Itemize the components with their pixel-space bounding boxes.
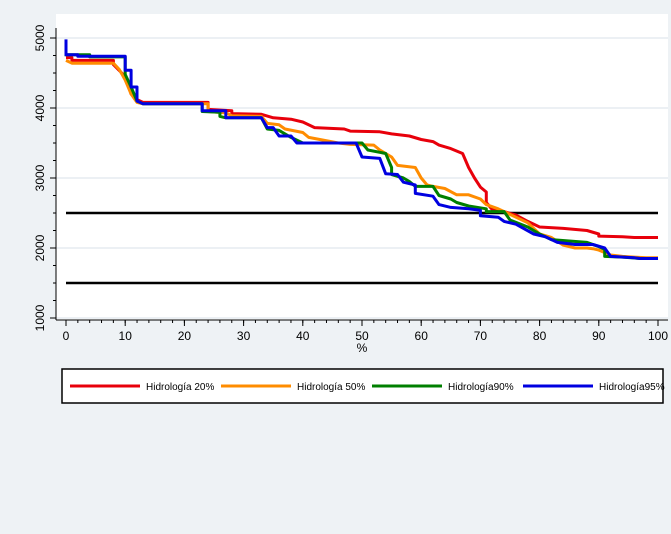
grid-lines bbox=[56, 37, 668, 319]
series-line bbox=[64, 39, 658, 260]
legend-label: Hidrología 50% bbox=[297, 382, 365, 393]
series-lines bbox=[64, 39, 658, 260]
reference-lines bbox=[66, 211, 658, 285]
axes: 1000 2000 3000 4000 5000 0 10 20 30 40 50 60 70 80 90 1… bbox=[33, 24, 668, 343]
x-tick-label: 70 bbox=[474, 329, 488, 343]
x-axis-label: % bbox=[357, 341, 368, 355]
x-tick-label: 0 bbox=[63, 329, 70, 343]
y-tick-label: 3000 bbox=[33, 164, 47, 191]
legend-label: Hidrología 20% bbox=[146, 382, 214, 393]
legend-label: Hidrología95% bbox=[599, 382, 665, 393]
x-tick-label: 80 bbox=[533, 329, 547, 343]
x-tick-label: 40 bbox=[296, 329, 310, 343]
y-tick-label: 5000 bbox=[33, 24, 47, 51]
legend-label: Hidrología90% bbox=[448, 382, 514, 393]
x-tick-label: 60 bbox=[415, 329, 429, 343]
x-tick-label: 90 bbox=[592, 329, 606, 343]
plot-area bbox=[56, 14, 668, 320]
x-tick-label: 10 bbox=[119, 329, 133, 343]
y-tick-label: 4000 bbox=[33, 94, 47, 121]
x-tick-label: 30 bbox=[237, 329, 251, 343]
y-tick-label: 2000 bbox=[33, 234, 47, 261]
x-tick-label: 50 bbox=[355, 329, 369, 343]
legend: Hidrología 20% Hidrología 50% Hidrología90… bbox=[61, 368, 665, 404]
x-tick-label: 20 bbox=[178, 329, 192, 343]
x-tick-label: 100 bbox=[648, 329, 668, 343]
y-tick-label: 1000 bbox=[33, 304, 47, 331]
